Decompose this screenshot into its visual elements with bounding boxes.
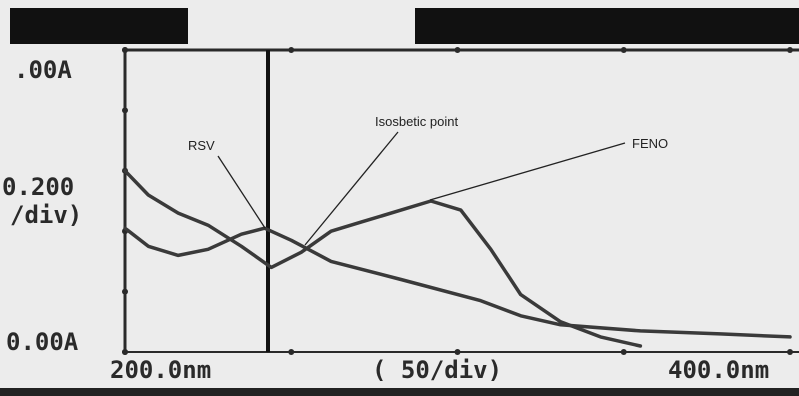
x-tick <box>122 47 128 53</box>
y-div-unit: /div) <box>10 201 82 229</box>
line-series <box>123 169 643 348</box>
x-tick <box>288 349 295 355</box>
annotation-pointer <box>304 131 399 246</box>
x-tick <box>454 349 461 355</box>
x-tick <box>288 47 295 53</box>
x-tick <box>122 349 128 355</box>
annotation-pointer <box>429 142 626 201</box>
footer-bar <box>0 388 799 396</box>
x-tick <box>787 349 793 355</box>
header-bar <box>415 8 799 44</box>
header-bar <box>10 8 188 44</box>
x-div-label: ( 50/div) <box>372 356 502 384</box>
x-tick <box>454 47 461 53</box>
x-max-label: 400.0nm <box>668 356 769 384</box>
annotation: RSV <box>188 138 215 153</box>
line-series <box>123 226 792 339</box>
y-min-label: 0.00A <box>6 328 79 356</box>
x-min-label: 200.0nm <box>110 356 211 384</box>
y-tick <box>122 288 128 295</box>
x-tick <box>620 349 627 355</box>
y-max-label: .00A <box>14 56 72 84</box>
y-tick <box>122 107 128 114</box>
annotation: FENO <box>632 136 668 151</box>
annotation: Isosbetic point <box>375 114 458 129</box>
y-div-label: 0.200 <box>2 173 74 201</box>
plot <box>122 47 793 355</box>
annotation-pointer <box>217 155 266 229</box>
x-tick <box>787 47 793 53</box>
x-tick <box>620 47 627 53</box>
